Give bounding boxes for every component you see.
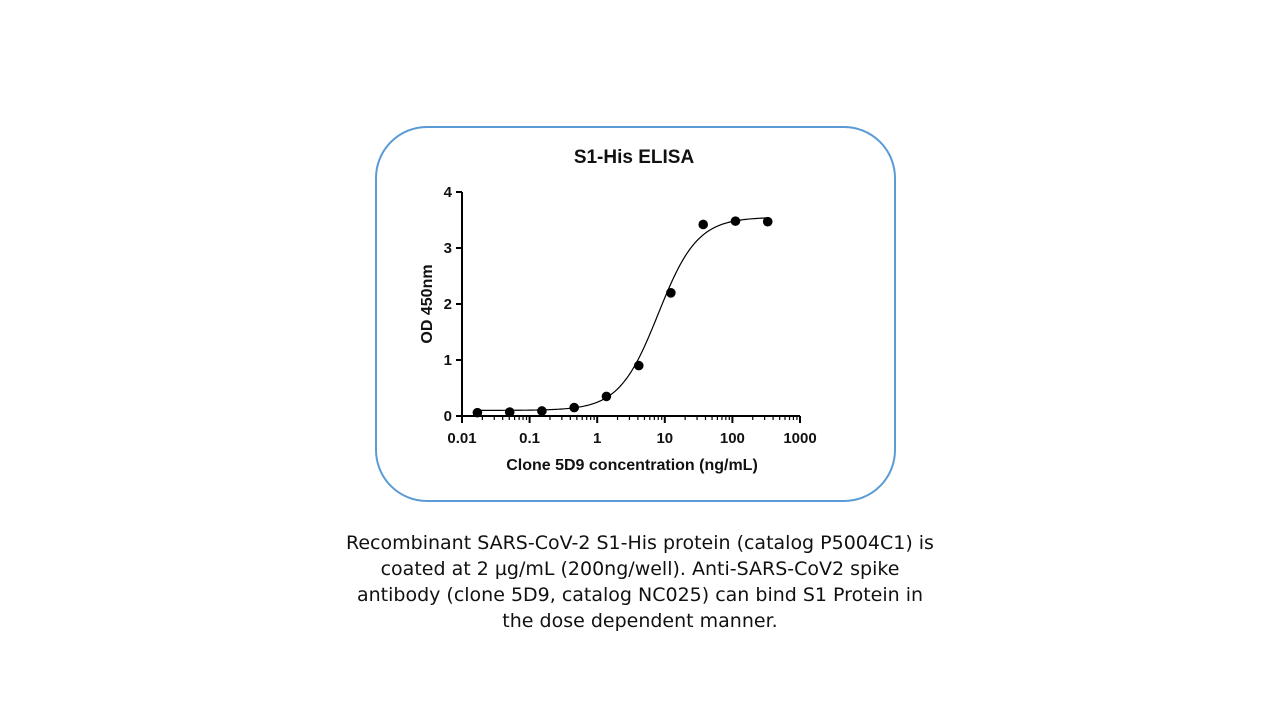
fit-curve: [477, 217, 768, 411]
data-points: [472, 216, 773, 418]
y-tick-label: 3: [444, 240, 452, 257]
figure-caption: Recombinant SARS-CoV-2 S1-His protein (c…: [340, 530, 940, 634]
caption-line: antibody (clone 5D9, catalog NC025) can …: [356, 584, 924, 606]
y-tick-label: 4: [444, 184, 453, 201]
axes: 0 1 2 3 4 0.01 0.1 1 10 100 1000: [444, 184, 817, 447]
chart-title: S1-His ELISA: [574, 147, 695, 168]
y-tick-label: 1: [444, 352, 452, 369]
x-tick-label: 10: [656, 430, 673, 447]
x-tick-label: 1: [593, 430, 601, 447]
y-tick-label: 2: [444, 296, 452, 313]
data-point: [666, 288, 676, 298]
data-point: [730, 216, 741, 226]
data-point: [762, 216, 773, 227]
data-point: [504, 407, 515, 417]
y-axis-label: OD 450nm: [419, 264, 436, 343]
x-axis-label: Clone 5D9 concentration (ng/mL): [506, 457, 758, 474]
data-point: [537, 406, 547, 416]
x-tick-label: 1000: [783, 430, 816, 447]
caption-line: Recombinant SARS-CoV-2 S1-His protein (c…: [346, 532, 934, 554]
data-point: [569, 402, 580, 413]
y-tick-label: 0: [444, 408, 452, 425]
data-point: [601, 391, 612, 402]
caption-line: coated at 2 µg/mL (200ng/well). Anti-SAR…: [380, 558, 900, 580]
x-tick-label: 0.01: [447, 430, 476, 447]
caption-line: the dose dependent manner.: [502, 610, 778, 632]
data-point: [472, 407, 483, 418]
x-tick-label: 0.1: [519, 430, 540, 447]
data-point: [633, 360, 644, 371]
data-point: [698, 219, 709, 230]
x-tick-label: 100: [720, 430, 745, 447]
